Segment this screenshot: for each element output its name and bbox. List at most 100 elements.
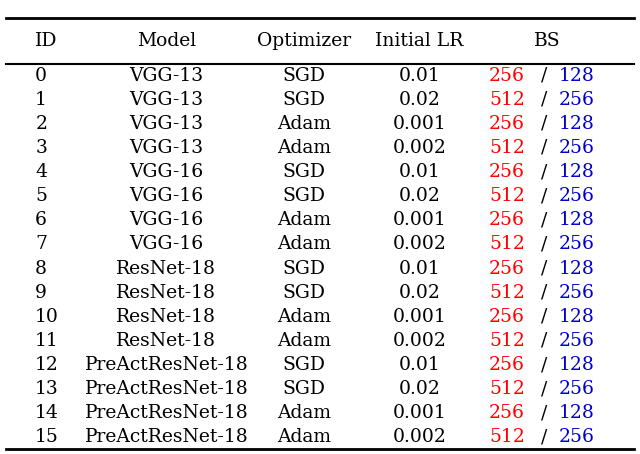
Text: /: / — [535, 260, 554, 277]
Text: 11: 11 — [35, 332, 59, 350]
Text: BS: BS — [534, 32, 561, 50]
Text: 128: 128 — [559, 260, 595, 277]
Text: 0.002: 0.002 — [392, 429, 446, 446]
Text: Adam: Adam — [277, 332, 331, 350]
Text: 10: 10 — [35, 308, 59, 326]
Text: 256: 256 — [489, 404, 525, 422]
Text: 8: 8 — [35, 260, 47, 277]
Text: SGD: SGD — [282, 67, 326, 84]
Text: 128: 128 — [559, 211, 595, 229]
Text: 6: 6 — [35, 211, 47, 229]
Text: Adam: Adam — [277, 404, 331, 422]
Text: VGG-13: VGG-13 — [129, 115, 204, 133]
Text: /: / — [535, 429, 554, 446]
Text: /: / — [535, 211, 554, 229]
Text: 256: 256 — [489, 115, 525, 133]
Text: 128: 128 — [559, 67, 595, 84]
Text: 0.01: 0.01 — [398, 67, 440, 84]
Text: Adam: Adam — [277, 236, 331, 253]
Text: /: / — [535, 404, 554, 422]
Text: 14: 14 — [35, 404, 59, 422]
Text: 128: 128 — [559, 404, 595, 422]
Text: 256: 256 — [559, 284, 595, 302]
Text: 1: 1 — [35, 91, 47, 109]
Text: 256: 256 — [489, 308, 525, 326]
Text: /: / — [535, 67, 554, 84]
Text: Model: Model — [137, 32, 196, 50]
Text: 2: 2 — [35, 115, 47, 133]
Text: /: / — [535, 91, 554, 109]
Text: SGD: SGD — [282, 380, 326, 398]
Text: PreActResNet-18: PreActResNet-18 — [84, 429, 248, 446]
Text: Optimizer: Optimizer — [257, 32, 351, 50]
Text: Adam: Adam — [277, 139, 331, 157]
Text: 0: 0 — [35, 67, 47, 84]
Text: 512: 512 — [489, 139, 525, 157]
Text: 0.001: 0.001 — [392, 404, 446, 422]
Text: 0.02: 0.02 — [398, 380, 440, 398]
Text: ResNet-18: ResNet-18 — [116, 332, 216, 350]
Text: 256: 256 — [489, 67, 525, 84]
Text: 9: 9 — [35, 284, 47, 302]
Text: Adam: Adam — [277, 429, 331, 446]
Text: ID: ID — [35, 32, 58, 50]
Text: 256: 256 — [559, 187, 595, 205]
Text: 128: 128 — [559, 356, 595, 374]
Text: /: / — [535, 356, 554, 374]
Text: /: / — [535, 380, 554, 398]
Text: Adam: Adam — [277, 211, 331, 229]
Text: 512: 512 — [489, 187, 525, 205]
Text: 512: 512 — [489, 332, 525, 350]
Text: /: / — [535, 187, 554, 205]
Text: 512: 512 — [489, 380, 525, 398]
Text: 128: 128 — [559, 115, 595, 133]
Text: PreActResNet-18: PreActResNet-18 — [84, 356, 248, 374]
Text: /: / — [535, 308, 554, 326]
Text: 0.01: 0.01 — [398, 356, 440, 374]
Text: 256: 256 — [559, 332, 595, 350]
Text: 256: 256 — [489, 163, 525, 181]
Text: ResNet-18: ResNet-18 — [116, 308, 216, 326]
Text: 256: 256 — [559, 91, 595, 109]
Text: 0.001: 0.001 — [392, 211, 446, 229]
Text: 256: 256 — [559, 236, 595, 253]
Text: /: / — [535, 332, 554, 350]
Text: SGD: SGD — [282, 260, 326, 277]
Text: PreActResNet-18: PreActResNet-18 — [84, 380, 248, 398]
Text: 12: 12 — [35, 356, 59, 374]
Text: /: / — [535, 163, 554, 181]
Text: 7: 7 — [35, 236, 47, 253]
Text: VGG-13: VGG-13 — [129, 67, 204, 84]
Text: VGG-13: VGG-13 — [129, 91, 204, 109]
Text: 0.01: 0.01 — [398, 163, 440, 181]
Text: PreActResNet-18: PreActResNet-18 — [84, 404, 248, 422]
Text: 0.002: 0.002 — [392, 332, 446, 350]
Text: 0.001: 0.001 — [392, 115, 446, 133]
Text: 4: 4 — [35, 163, 47, 181]
Text: VGG-13: VGG-13 — [129, 139, 204, 157]
Text: SGD: SGD — [282, 91, 326, 109]
Text: 512: 512 — [489, 91, 525, 109]
Text: VGG-16: VGG-16 — [129, 236, 204, 253]
Text: 13: 13 — [35, 380, 59, 398]
Text: 0.001: 0.001 — [392, 308, 446, 326]
Text: 256: 256 — [489, 260, 525, 277]
Text: SGD: SGD — [282, 356, 326, 374]
Text: /: / — [535, 236, 554, 253]
Text: 128: 128 — [559, 163, 595, 181]
Text: 512: 512 — [489, 429, 525, 446]
Text: 256: 256 — [559, 429, 595, 446]
Text: 5: 5 — [35, 187, 47, 205]
Text: 256: 256 — [559, 139, 595, 157]
Text: 512: 512 — [489, 284, 525, 302]
Text: 0.02: 0.02 — [398, 91, 440, 109]
Text: 0.02: 0.02 — [398, 187, 440, 205]
Text: SGD: SGD — [282, 284, 326, 302]
Text: 256: 256 — [559, 380, 595, 398]
Text: 0.002: 0.002 — [392, 139, 446, 157]
Text: VGG-16: VGG-16 — [129, 211, 204, 229]
Text: Initial LR: Initial LR — [375, 32, 463, 50]
Text: 512: 512 — [489, 236, 525, 253]
Text: Adam: Adam — [277, 115, 331, 133]
Text: 0.002: 0.002 — [392, 236, 446, 253]
